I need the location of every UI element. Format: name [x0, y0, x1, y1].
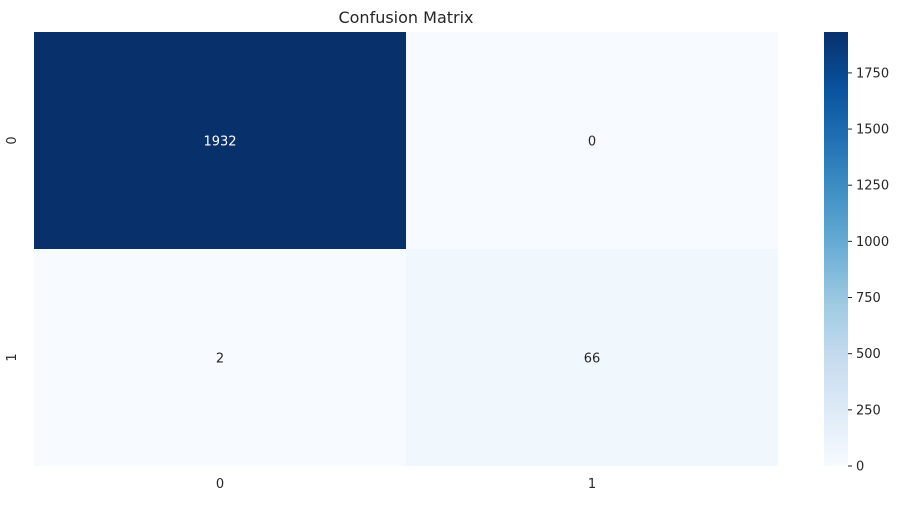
cell-value-label-r1-c1: 66 — [584, 352, 601, 367]
colorbar-tick-label-7: 1750 — [856, 66, 889, 81]
x-tick-label-0: 0 — [216, 477, 224, 492]
y-tick-label-0: 0 — [5, 136, 20, 144]
colorbar-tick-label-2: 500 — [856, 347, 881, 362]
colorbar-tick-label-5: 1250 — [856, 179, 889, 194]
x-tick-label-1: 1 — [588, 477, 596, 492]
cell-value-label-r1-c0: 2 — [216, 352, 224, 367]
colorbar-tick-label-6: 1500 — [856, 123, 889, 138]
heatmap-cell-r0-c1 — [406, 32, 778, 249]
heatmap-cell-r1-c1 — [406, 249, 778, 466]
colorbar-tick-label-3: 750 — [856, 291, 881, 306]
colorbar-tick-label-0: 0 — [856, 460, 864, 475]
y-axis-ticks: 01 — [5, 136, 20, 361]
colorbar-tick-label-1: 250 — [856, 403, 881, 418]
colorbar-ticks: 0 250 500 750 1000 1250 1500 1750 — [848, 66, 889, 475]
y-tick-label-1: 1 — [5, 353, 20, 361]
cell-value-label-r0-c1: 0 — [588, 135, 596, 150]
colorbar-tick-label-4: 1000 — [856, 235, 889, 250]
heatmap-cells — [34, 32, 778, 466]
colorbar — [824, 32, 848, 466]
heatmap-cell-labels: 1932 0 2 66 — [203, 135, 600, 367]
chart-title: Confusion Matrix — [338, 8, 473, 27]
heatmap-cell-r1-c0 — [34, 249, 406, 466]
heatmap-cell-r0-c0 — [34, 32, 406, 249]
cell-value-label-r0-c0: 1932 — [203, 135, 236, 150]
